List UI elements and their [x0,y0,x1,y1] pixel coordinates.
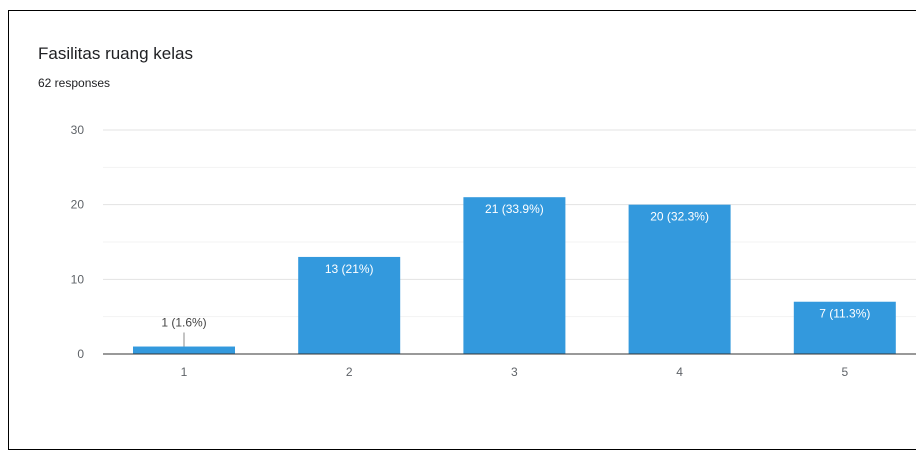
y-tick-label: 10 [71,272,85,286]
response-count: 62 responses [38,76,111,90]
bar [298,256,401,354]
chart-card [8,10,916,450]
bar [133,346,235,354]
data-label: 13 (21%) [325,262,374,276]
bar [628,204,731,354]
data-label: 7 (11.3%) [819,307,870,321]
x-category-label: 4 [676,365,683,379]
y-tick-label: 30 [71,123,85,137]
y-tick-label: 20 [71,198,85,212]
x-category-label: 2 [346,365,353,379]
data-label: 20 (32.3%) [650,210,709,224]
y-tick-label: 0 [77,347,84,361]
data-label: 21 (33.9%) [485,202,544,216]
x-category-label: 1 [181,365,188,379]
data-label: 1 (1.6%) [161,316,206,330]
bar [793,301,896,354]
chart-title: Fasilitas ruang kelas [38,44,193,63]
x-category-label: 3 [511,365,518,379]
bar [463,197,566,354]
x-category-label: 5 [841,365,848,379]
